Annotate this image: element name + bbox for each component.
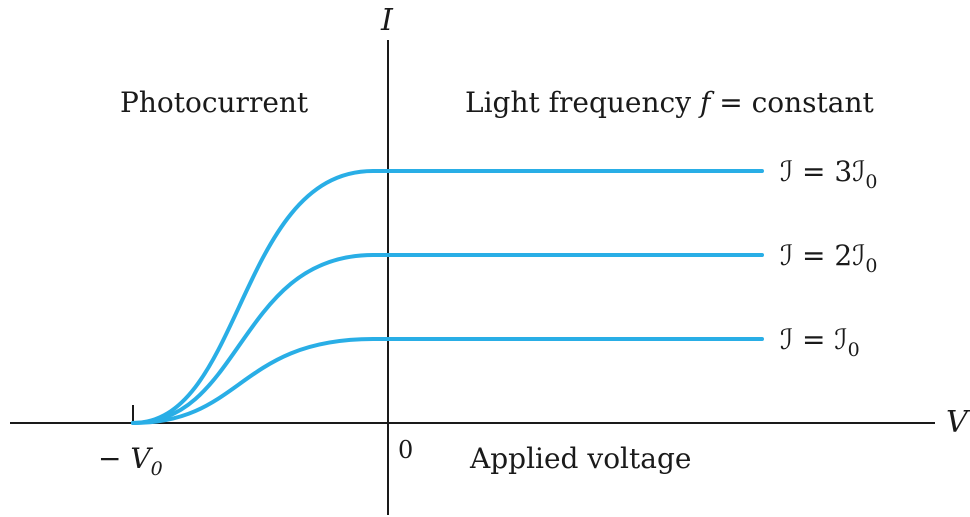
y-label: Photocurrent bbox=[120, 86, 309, 119]
series-label-2i0: ℐ = 2ℐ0 bbox=[780, 239, 877, 277]
y-axis-symbol: I bbox=[380, 3, 394, 38]
frequency-annotation: Light frequency f = constant bbox=[465, 86, 874, 119]
series-label-1i0: ℐ = ℐ0 bbox=[780, 323, 860, 361]
series-label-3i0: ℐ = 3ℐ0 bbox=[780, 155, 877, 193]
origin-label: 0 bbox=[398, 436, 413, 464]
curves-group bbox=[131, 169, 764, 425]
stopping-voltage-label: − V0 bbox=[98, 442, 163, 480]
series-line-2i0 bbox=[131, 253, 764, 425]
x-label: Applied voltage bbox=[469, 442, 691, 475]
series-line-3i0 bbox=[131, 169, 764, 425]
series-labels-group: ℐ = 3ℐ0 ℐ = 2ℐ0 ℐ = ℐ0 bbox=[780, 155, 877, 361]
x-axis-symbol: V bbox=[946, 405, 970, 440]
series-line-1i0 bbox=[131, 337, 764, 425]
